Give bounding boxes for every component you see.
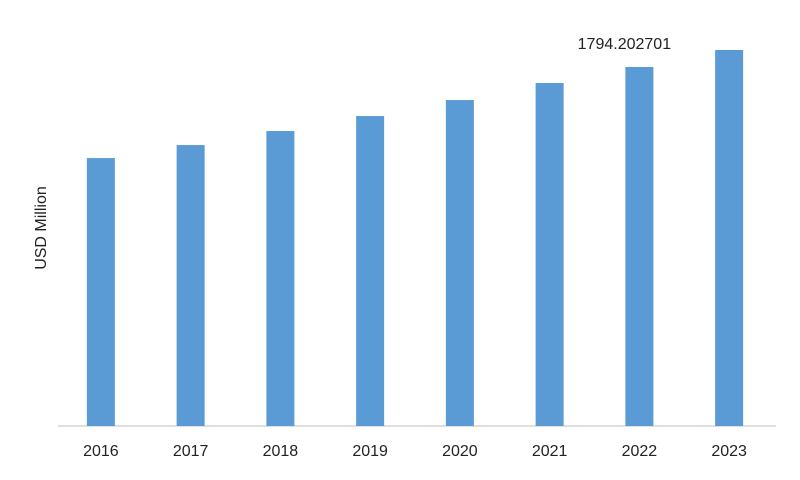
bar (86, 158, 115, 426)
data-label: 1794.202701 (578, 36, 672, 53)
bar (715, 50, 744, 426)
bar (535, 83, 564, 426)
x-tick-label: 2017 (173, 443, 209, 460)
x-tick-label: 2019 (352, 443, 388, 460)
bar (176, 145, 205, 427)
bar (356, 116, 385, 426)
x-tick-label: 2022 (622, 443, 658, 460)
x-tick-label: 2018 (263, 443, 299, 460)
bar (266, 131, 295, 427)
x-tick-label: 2023 (711, 443, 747, 460)
y-axis-title: USD Million (33, 186, 50, 270)
bar (625, 66, 654, 427)
x-tick-label: 2016 (83, 443, 119, 460)
x-tick-label: 2021 (532, 443, 568, 460)
x-tick-label: 2020 (442, 443, 478, 460)
bar (445, 100, 474, 426)
